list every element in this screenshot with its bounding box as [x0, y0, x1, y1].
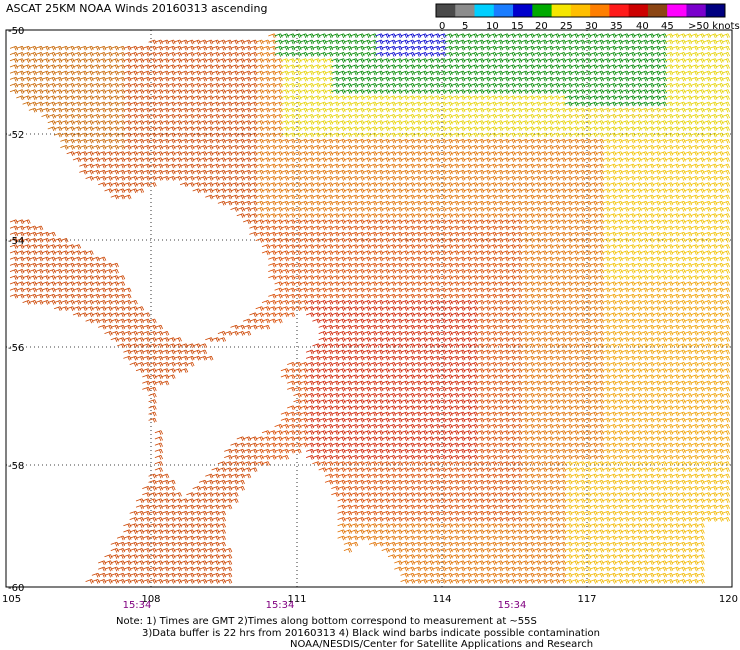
- wind-barb: [721, 39, 730, 45]
- wind-barbs: [9, 33, 730, 584]
- legend-label: 25: [560, 21, 573, 30]
- legend-swatch: [455, 4, 476, 17]
- legend-swatch: [667, 4, 687, 17]
- legend-label: 5: [462, 21, 468, 30]
- legend-label: 0: [439, 21, 445, 30]
- legend-swatch: [628, 4, 649, 17]
- plot-frame: [5, 29, 733, 588]
- legend-swatch: [570, 4, 591, 17]
- wind-barb: [721, 33, 730, 39]
- legend-border: [435, 3, 726, 18]
- legend-label: >50 knots: [688, 21, 740, 30]
- legend-swatch: [590, 4, 610, 17]
- legend-swatch: [436, 4, 456, 17]
- legend-swatches: [435, 3, 726, 18]
- legend-label: 10: [486, 21, 499, 30]
- legend-label: 40: [636, 21, 649, 30]
- legend-labels: 0 5 10 15 20 25 30 35 40 45 >50 knots: [439, 21, 740, 30]
- legend-swatch: [705, 4, 726, 17]
- legend-swatch: [493, 4, 514, 17]
- legend-swatch: [609, 4, 630, 17]
- wind-barb: [721, 45, 730, 51]
- wind-barb: [721, 52, 730, 57]
- map-title: ASCAT 25KM NOAA Winds 20160313 ascending: [6, 2, 268, 15]
- legend-swatch: [474, 4, 495, 17]
- wind-barb: [721, 58, 730, 63]
- wind-speed-legend: 0 5 10 15 20 25 30 35 40 45 >50 knots: [435, 3, 740, 30]
- legend-swatch: [551, 4, 572, 17]
- legend-label: 30: [585, 21, 598, 30]
- legend-label: 35: [610, 21, 623, 30]
- legend-label: 15: [511, 21, 524, 30]
- legend-label: 45: [661, 21, 674, 30]
- legend-label: 20: [535, 21, 548, 30]
- legend-swatch: [532, 4, 553, 17]
- legend-swatch: [513, 4, 533, 17]
- legend-swatch: [686, 4, 707, 17]
- legend-swatch: [647, 4, 668, 17]
